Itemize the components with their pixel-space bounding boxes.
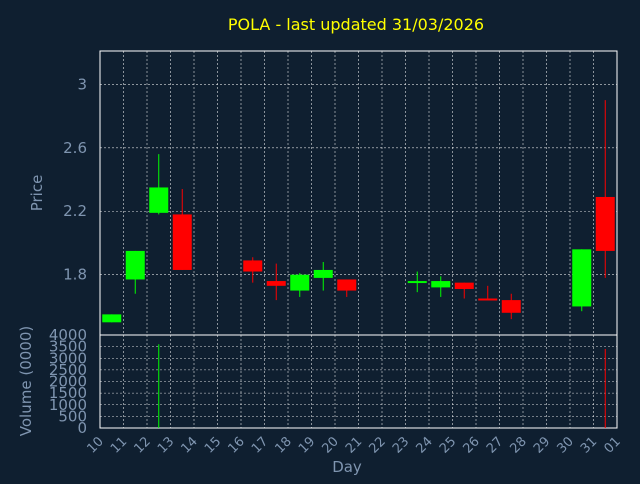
candle-body-up	[102, 314, 122, 323]
x-tick-label: 30	[555, 434, 577, 456]
candle-body-down	[337, 279, 357, 291]
x-tick-label: 29	[531, 434, 553, 456]
x-tick-label: 26	[461, 434, 483, 456]
price-candles	[102, 100, 615, 323]
x-tick-label: 20	[320, 434, 342, 456]
volume-tick-label: 0	[77, 419, 87, 437]
candle-body-up	[125, 250, 145, 280]
grid-lines	[100, 51, 617, 428]
x-tick-label: 10	[85, 434, 107, 456]
volume-tick-label: 500	[58, 407, 87, 425]
volume-tick-label: 1000	[49, 396, 87, 414]
chart-title: POLA - last updated 31/03/2026	[228, 15, 484, 34]
candle-body-down	[454, 282, 474, 289]
price-tick-label: 2.2	[63, 202, 87, 220]
candle-body-down	[501, 300, 521, 313]
candle-body-up	[313, 269, 333, 278]
candle-body-up	[572, 249, 592, 307]
volume-tick-label: 2500	[49, 361, 87, 379]
price-tick-label: 2.6	[63, 139, 87, 157]
x-tick-label: 31	[578, 434, 600, 456]
candle-body-down	[172, 214, 192, 270]
candle-body-up	[149, 187, 169, 213]
candle-body-down	[595, 196, 615, 251]
candle-body-up	[407, 281, 427, 284]
volume-tick-label: 2000	[49, 373, 87, 391]
x-tick-label: 22	[367, 434, 389, 456]
x-tick-label: 23	[390, 434, 412, 456]
x-tick-label: 28	[508, 434, 530, 456]
volume-tick-label: 3500	[49, 338, 87, 356]
volume-axis-label: Volume (0000)	[17, 326, 35, 436]
x-tick-label: 21	[343, 434, 365, 456]
candle-body-down	[243, 260, 263, 272]
candle-body-up	[431, 281, 451, 288]
x-tick-label: 17	[249, 434, 271, 456]
volume-tick-label: 3000	[49, 349, 87, 367]
x-tick-label: 01	[602, 434, 624, 456]
candle-body-down	[478, 298, 498, 301]
x-axis-label: Day	[332, 458, 362, 476]
volume-tick-label: 4000	[49, 326, 87, 344]
x-tick-label: 18	[273, 434, 295, 456]
candle-body-up	[290, 274, 310, 291]
x-tick-label: 13	[155, 434, 177, 456]
x-tick-label: 16	[226, 434, 248, 456]
candle-body-down	[266, 281, 286, 286]
x-tick-label: 11	[108, 434, 130, 456]
price-tick-label: 1.8	[63, 266, 87, 284]
x-tick-label: 15	[202, 434, 224, 456]
price-axis-label: Price	[28, 175, 46, 212]
x-tick-label: 27	[484, 434, 506, 456]
x-tick-label: 14	[179, 434, 201, 456]
x-tick-label: 25	[437, 434, 459, 456]
volume-tick-label: 1500	[49, 384, 87, 402]
x-tick-label: 12	[132, 434, 154, 456]
x-tick-label: 19	[296, 434, 318, 456]
volume-bars	[158, 344, 606, 428]
price-tick-label: 3	[77, 75, 87, 93]
x-tick-label: 24	[414, 434, 436, 456]
